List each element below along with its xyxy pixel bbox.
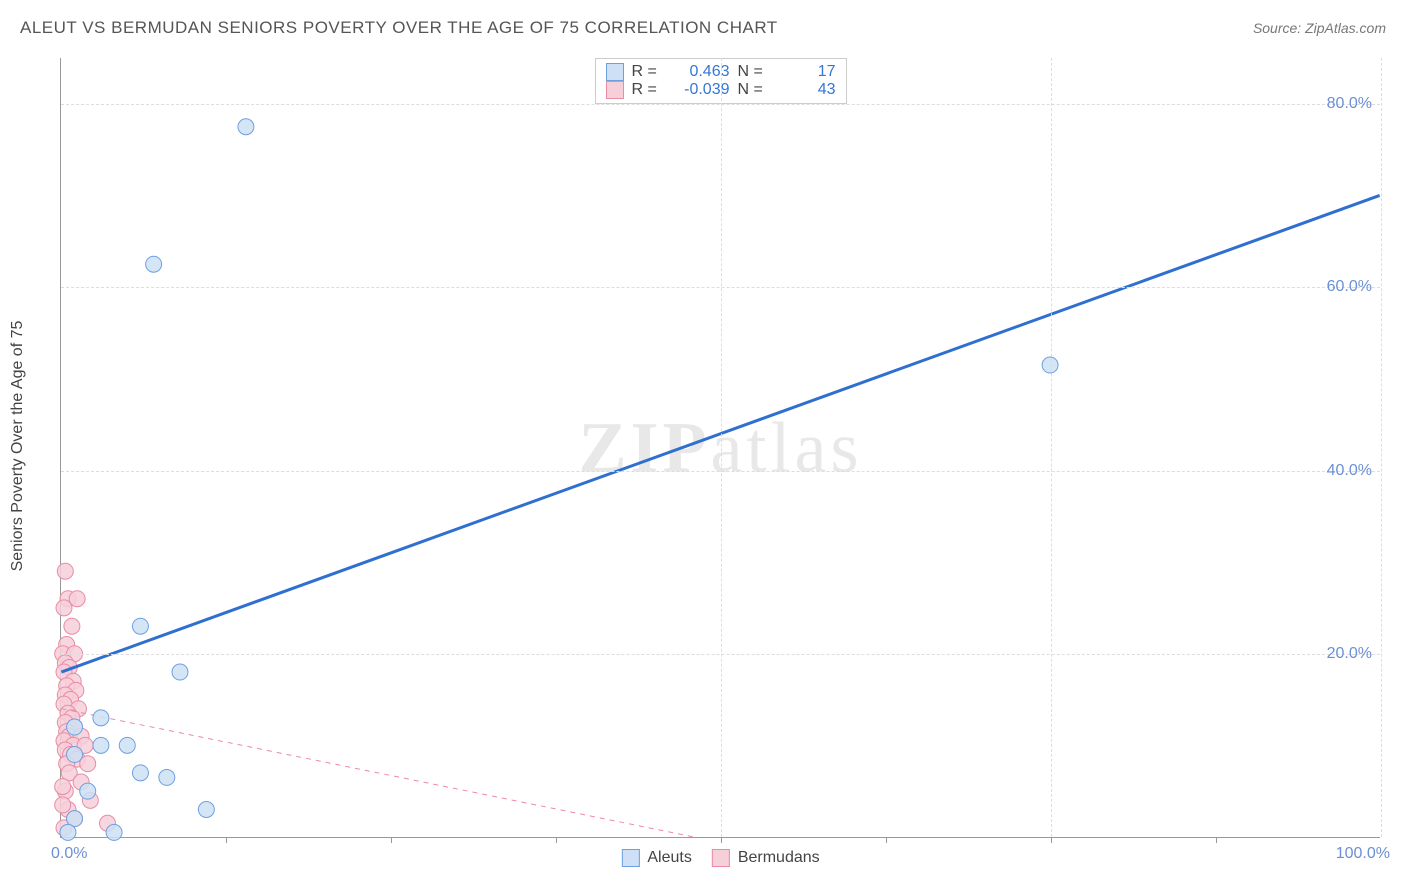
data-point [146,256,162,272]
data-point [198,802,214,818]
y-tick-label: 80.0% [1327,95,1372,113]
source-label: Source: ZipAtlas.com [1253,20,1386,36]
data-point [55,797,71,813]
legend-item-bermudans: Bermudans [712,849,820,867]
y-tick-label: 60.0% [1327,278,1372,296]
legend-item-aleuts: Aleuts [621,849,691,867]
data-point [55,779,71,795]
gridline-v [1381,58,1382,837]
x-tick [1051,837,1052,843]
legend-label-bermudans: Bermudans [738,849,820,867]
y-tick-label: 20.0% [1327,645,1372,663]
y-axis-title: Seniors Poverty Over the Age of 75 [9,321,27,572]
data-point [106,824,122,840]
n-value-aleuts: 17 [776,63,836,81]
data-point [238,119,254,135]
n-label: N = [738,63,768,81]
x-tick-label: 100.0% [1336,845,1390,863]
n-value-bermudans: 43 [776,81,836,99]
y-tick-label: 40.0% [1327,462,1372,480]
data-point [57,563,73,579]
x-tick-label: 0.0% [51,845,87,863]
data-point [60,824,76,840]
data-point [132,765,148,781]
n-label: N = [738,81,768,99]
plot-area: ZIPatlas R = 0.463 N = 17 R = -0.039 N =… [60,58,1380,838]
gridline-v [721,58,722,837]
data-point [132,618,148,634]
swatch-bermudans [606,81,624,99]
data-point [93,737,109,753]
data-point [119,737,135,753]
data-point [64,618,80,634]
chart-title: ALEUT VS BERMUDAN SENIORS POVERTY OVER T… [20,18,778,38]
x-tick [886,837,887,843]
data-point [80,783,96,799]
swatch-bermudans [712,849,730,867]
legend-label-aleuts: Aleuts [647,849,691,867]
gridline-v [1051,58,1052,837]
x-tick [1216,837,1217,843]
data-point [93,710,109,726]
trend-line [61,709,694,837]
data-point [67,747,83,763]
data-point [56,600,72,616]
x-tick [391,837,392,843]
swatch-aleuts [606,63,624,81]
swatch-aleuts [621,849,639,867]
x-tick [721,837,722,843]
r-label: R = [632,63,662,81]
r-label: R = [632,81,662,99]
legend-series: Aleuts Bermudans [621,849,819,867]
x-tick [226,837,227,843]
x-tick [556,837,557,843]
data-point [172,664,188,680]
data-point [67,719,83,735]
data-point [159,769,175,785]
